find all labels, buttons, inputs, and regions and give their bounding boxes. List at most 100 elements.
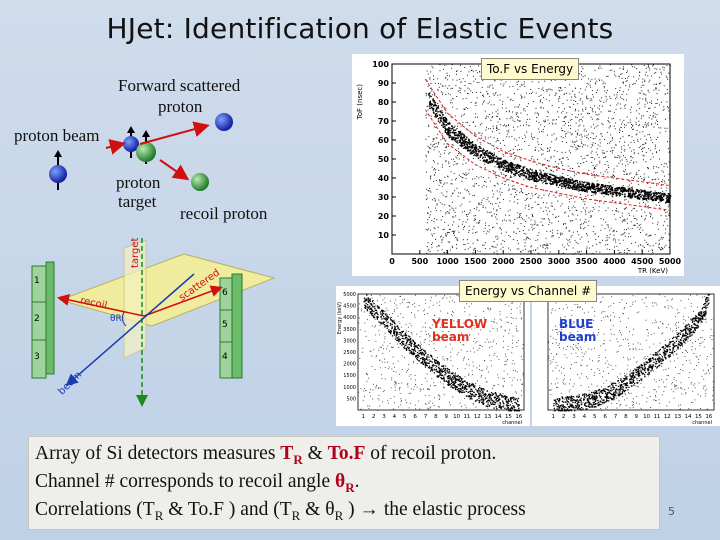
blue-x-tick-label: 7 (614, 414, 618, 420)
caption-line-3: Correlations (TR & To.F ) and (TR & θR )… (35, 499, 526, 523)
tof-x-tick-label: 0 (389, 257, 395, 266)
label-proton-target-2: target (118, 192, 157, 211)
label-proton-beam: proton beam (14, 126, 100, 145)
detector-number-5: 5 (222, 320, 228, 330)
yellow-x-tick-label: 6 (413, 414, 417, 420)
geo-label-theta: θR (110, 314, 122, 324)
yellow-y-tick-label: 4000 (343, 315, 356, 321)
blue-x-tick-label: 13 (674, 414, 681, 420)
tof-x-tick-label: 3500 (575, 257, 598, 266)
energy-channel-panel-blue: 1 2 3 4 5 6 7 8 9 10 11 12 13 14 15 16 channel (532, 286, 720, 426)
detector-number-1: 1 (34, 276, 40, 286)
yellow-y-tick-label: 1500 (343, 373, 356, 379)
tof-cut-line-1 (424, 78, 671, 187)
scatter-arrow (139, 121, 210, 145)
yellow-y-tick-label: 3000 (343, 338, 356, 344)
tof-energy-chart: 0 500 1000 1500 2000 2500 3000 3500 4000 4500 5000… (356, 60, 682, 275)
blue-x-tick-label: 8 (624, 414, 628, 420)
tof-y-tick-label: 80 (378, 98, 390, 107)
tof-plot-frame (391, 63, 671, 255)
geo-label-target: target (130, 237, 141, 268)
caption-line-1: Array of Si detectors measures TR & To.F… (35, 443, 497, 467)
tof-y-tick-label: 60 (378, 136, 390, 145)
geo-label-recoil: recoil (79, 295, 109, 312)
target-proton (136, 130, 156, 164)
tof-energy-tag: To.F vs Energy (481, 58, 580, 80)
caption-line-2: Channel # corresponds to recoil angle θR… (35, 471, 360, 495)
blue-x-tick-label: 2 (562, 414, 566, 420)
yellow-x-tick-label: 4 (393, 414, 397, 420)
yellow-y-tick-label: 4500 (343, 304, 356, 310)
detector-number-4: 4 (222, 352, 228, 362)
yellow-x-tick-label: 9 (444, 414, 448, 420)
yellow-x-tick-label: 16 (515, 414, 522, 420)
caption-box: Array of Si detectors measures TR & To.F… (28, 436, 660, 530)
scattered-proton (215, 113, 233, 131)
yellow-y-tick-label: 1000 (343, 385, 356, 391)
blue-band (553, 294, 711, 412)
blue-x-tick-label: 14 (685, 414, 692, 420)
yellow-y-tick-label: 5000 (343, 292, 356, 298)
blue-x-tick-label: 15 (695, 414, 702, 420)
tof-x-tick-label: 1500 (464, 257, 487, 266)
yellow-y-tick-label: 2000 (343, 362, 356, 368)
recoil-proton-sphere (191, 173, 209, 191)
tof-x-tick-label: 1000 (436, 257, 459, 266)
right-detector-array (219, 273, 243, 379)
yellow-x-tick-label: 11 (463, 414, 470, 420)
tof-x-tick-label: 5000 (659, 257, 682, 266)
tof-y-tick-label: 100 (372, 60, 389, 69)
recoil-arrow (159, 159, 190, 181)
tof-y-tick-label: 20 (378, 212, 390, 221)
detector-number-2: 2 (34, 314, 40, 324)
tof-x-tick-label: 4000 (603, 257, 626, 266)
tof-noise-cloud (425, 64, 671, 255)
tof-elastic-band (428, 92, 672, 204)
slide-title: HJet: Identification of Elastic Events (106, 12, 614, 45)
scattering-diagram (49, 113, 233, 191)
yellow-x-tick-label: 15 (505, 414, 512, 420)
energy-channel-chart-yellow: 1 2 3 4 5 6 7 8 9 10 11 12 13 14 15 1650010001500200025… (337, 292, 525, 426)
label-proton-target-1: proton (116, 173, 161, 192)
tof-y-tick-label: 70 (378, 117, 390, 126)
energy-channel-panel-yellow: 1 2 3 4 5 6 7 8 9 10 11 12 13 14 15 16 500 1000 1500 2000 25… (336, 286, 530, 426)
tof-y-tick-label: 90 (378, 79, 390, 88)
yellow-x-tick-label: 10 (453, 414, 460, 420)
yellow-x-tick-label: 3 (382, 414, 386, 420)
yellow-noise (358, 294, 525, 411)
yellow-x-tick-label: 14 (495, 414, 502, 420)
blue-x-tick-label: 5 (593, 414, 597, 420)
yellow-x-tick-label: 8 (434, 414, 438, 420)
yellow-x-tick-label: 1 (361, 414, 365, 420)
yellow-x-tick-label: 2 (372, 414, 376, 420)
detector-labels: target scattered recoil beam θR 1 2 3 6 … (24, 228, 294, 408)
tof-x-axis-label: TR (KeV) (637, 267, 668, 275)
yellow-plot-frame (357, 293, 525, 411)
yellow-y-tick-label: 2500 (343, 350, 356, 356)
label-recoil-proton: recoil proton (180, 204, 268, 223)
yellow-x-tick-label: 5 (403, 414, 407, 420)
blue-beam-line-1: BLUE (559, 317, 594, 331)
blue-x-tick-label: 9 (634, 414, 638, 420)
yellow-x-axis-label: channel (502, 420, 522, 426)
tof-y-tick-label: 40 (378, 174, 390, 183)
tof-x-tick-label: 4500 (631, 257, 654, 266)
blue-beam-line-2: beam (559, 330, 597, 344)
geo-label-beam: beam (56, 369, 85, 398)
arrow-icon: → (359, 499, 379, 520)
tof-y-axis-label: ToF (nsec) (356, 84, 364, 121)
yellow-x-tick-label: 12 (474, 414, 481, 420)
tof-energy-panel: 0 500 1000 1500 2000 2500 3000 3500 4000 4500 5000… (352, 54, 684, 276)
tof-x-tick-label: 3000 (548, 257, 571, 266)
beam-proton-2 (123, 126, 139, 158)
detector-number-3: 3 (34, 352, 40, 362)
yellow-y-axis-label: Energy (keV) (337, 302, 343, 334)
blue-plot-frame (547, 293, 715, 411)
blue-beam-label: BLUE beam (559, 318, 596, 344)
yellow-beam-label: YELLOW beam (432, 318, 487, 344)
blue-x-tick-label: 10 (643, 414, 650, 420)
detector-geometry (31, 238, 276, 407)
tof-y-tick-label: 30 (378, 193, 390, 202)
left-detector-array (31, 261, 55, 379)
